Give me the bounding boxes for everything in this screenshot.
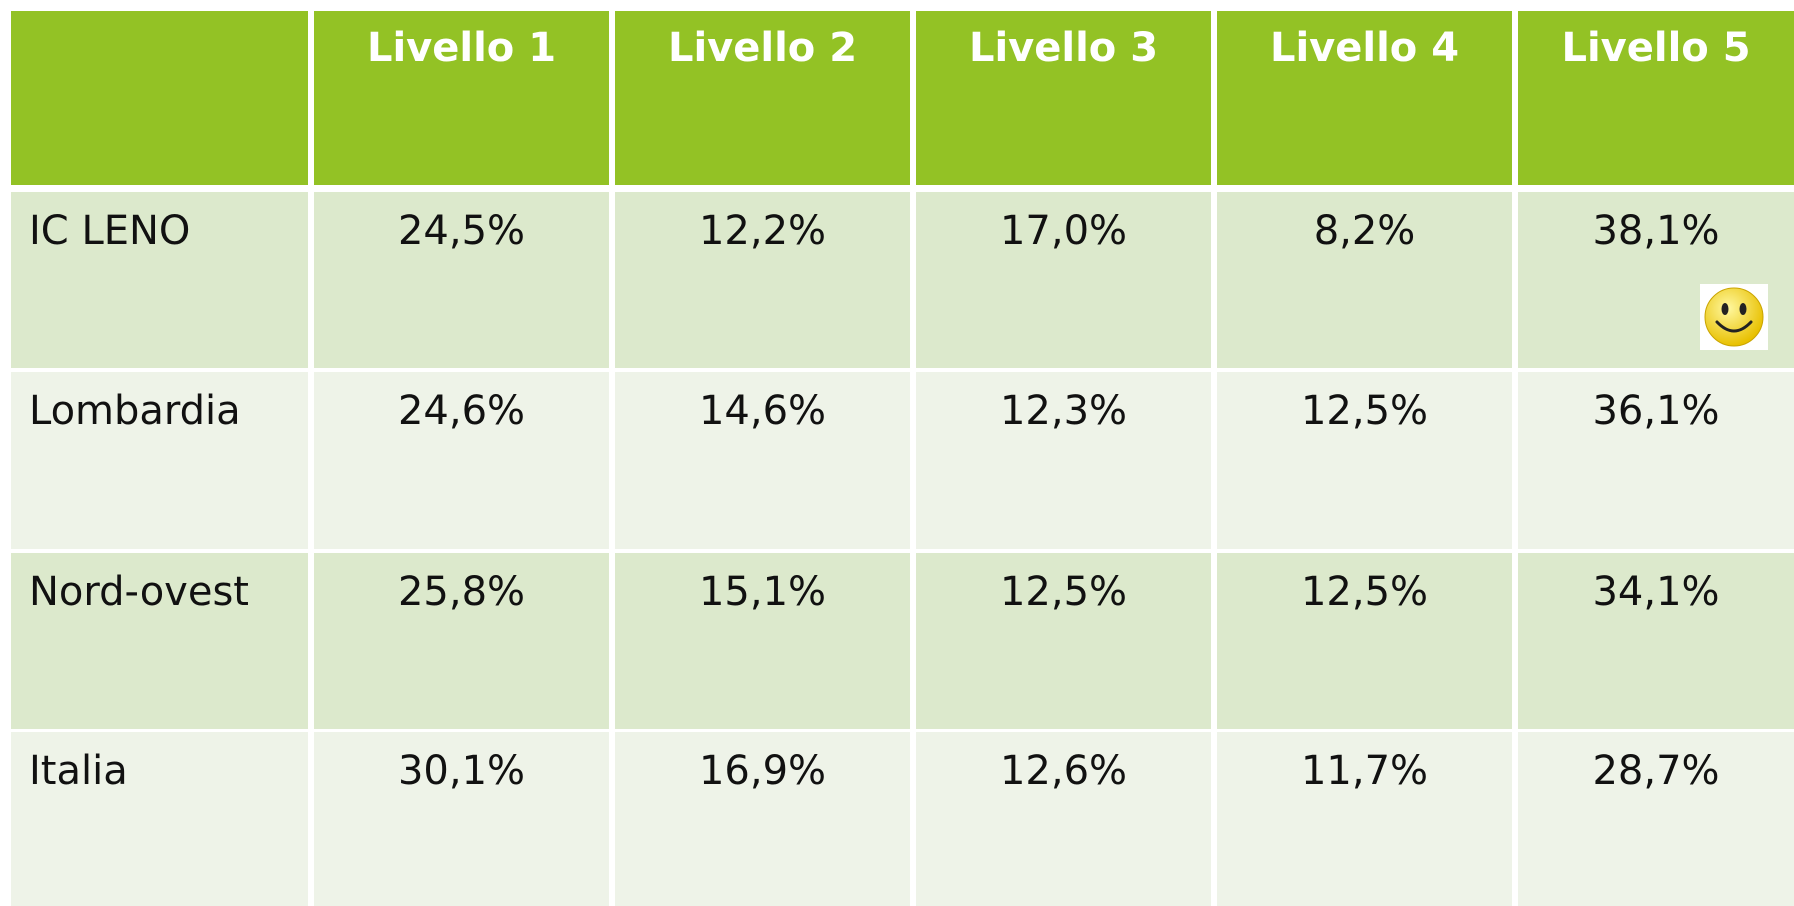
row-label: IC LENO	[11, 192, 308, 368]
header-cell: Livello 5	[1518, 11, 1794, 185]
table-cell: 12,5%	[916, 553, 1211, 729]
table-cell: 17,0%	[916, 192, 1211, 368]
table-cell: 24,6%	[314, 372, 609, 549]
header-corner	[11, 11, 308, 185]
header-cell: Livello 1	[314, 11, 609, 185]
row-label: Nord-ovest	[11, 553, 308, 729]
header-cell: Livello 3	[916, 11, 1211, 185]
header-cell: Livello 4	[1217, 11, 1512, 185]
table-cell: 12,2%	[615, 192, 910, 368]
table-cell: 12,5%	[1217, 372, 1512, 549]
table-cell: 12,3%	[916, 372, 1211, 549]
table-cell: 8,2%	[1217, 192, 1512, 368]
table-cell: 15,1%	[615, 553, 910, 729]
smiley-icon	[1700, 284, 1768, 350]
table-cell: 25,8%	[314, 553, 609, 729]
table-cell: 28,7%	[1518, 732, 1794, 906]
table-cell: 30,1%	[314, 732, 609, 906]
table-cell: 16,9%	[615, 732, 910, 906]
row-label: Lombardia	[11, 372, 308, 549]
table-cell: 34,1%	[1518, 553, 1794, 729]
table-cell: 11,7%	[1217, 732, 1512, 906]
table-cell: 12,5%	[1217, 553, 1512, 729]
table-cell: 24,5%	[314, 192, 609, 368]
row-label: Italia	[11, 732, 308, 906]
table-cell: 12,6%	[916, 732, 1211, 906]
table-cell: 38,1%	[1518, 192, 1794, 368]
header-cell: Livello 2	[615, 11, 910, 185]
table-cell: 36,1%	[1518, 372, 1794, 549]
table-cell: 14,6%	[615, 372, 910, 549]
